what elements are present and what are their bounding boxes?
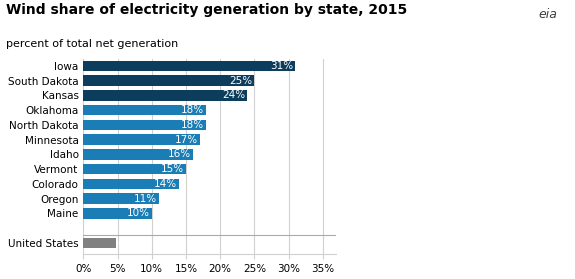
Text: 15%: 15% — [161, 164, 184, 174]
Bar — [83, 193, 159, 204]
Text: 11%: 11% — [133, 194, 156, 204]
Text: 18%: 18% — [181, 105, 204, 115]
Bar — [83, 90, 247, 101]
Text: 16%: 16% — [167, 149, 191, 159]
Text: 17%: 17% — [174, 135, 198, 145]
Bar — [83, 134, 200, 145]
Bar — [83, 105, 206, 116]
Text: 31%: 31% — [270, 61, 293, 71]
Bar — [83, 208, 152, 219]
Text: 25%: 25% — [229, 76, 252, 86]
Text: 18%: 18% — [181, 120, 204, 130]
Text: 24%: 24% — [223, 90, 246, 100]
Bar — [83, 61, 296, 71]
Text: percent of total net generation: percent of total net generation — [6, 39, 178, 49]
Text: eia: eia — [539, 8, 558, 21]
Text: 14%: 14% — [154, 179, 177, 189]
Text: Wind share of electricity generation by state, 2015: Wind share of electricity generation by … — [6, 3, 407, 17]
Bar — [83, 237, 116, 248]
Bar — [83, 75, 254, 86]
Bar — [83, 120, 206, 130]
Bar — [83, 179, 179, 189]
Bar — [83, 164, 186, 174]
Bar — [83, 149, 193, 160]
Text: 4.7%: 4.7% — [117, 238, 144, 248]
Text: 10%: 10% — [126, 208, 150, 218]
